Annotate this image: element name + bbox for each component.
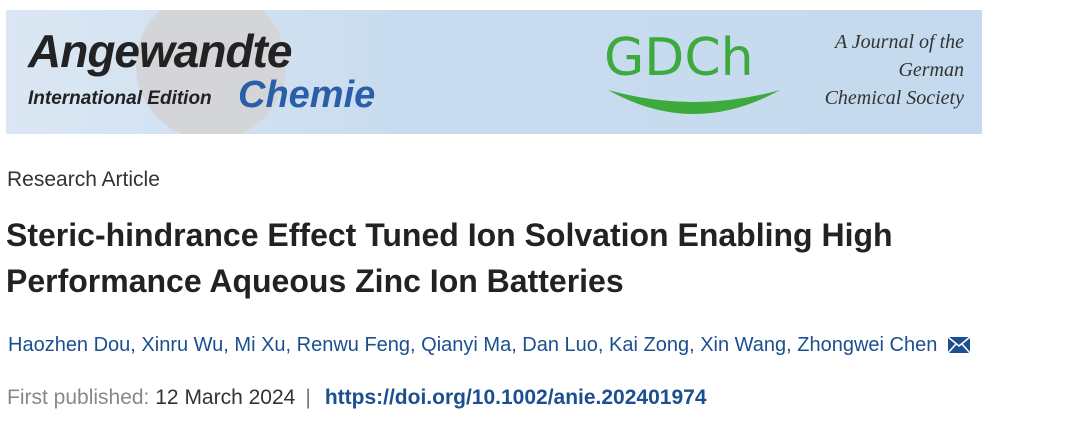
separator: | xyxy=(305,386,311,409)
email-icon[interactable] xyxy=(947,336,971,354)
logo-arc xyxy=(608,90,780,114)
author-list: Haozhen Dou, Xinru Wu, Mi Xu, Renwu Feng… xyxy=(8,334,971,357)
society-logo: GDCh xyxy=(604,28,754,88)
society-text: A Journal of the German Chemical Society xyxy=(796,28,964,112)
society-line: Chemical Society xyxy=(824,87,964,109)
journal-edition: International Edition xyxy=(28,88,212,109)
article-title: Steric-hindrance Effect Tuned Ion Solvat… xyxy=(6,212,893,304)
publication-info: First published: 12 March 2024 | https://d… xyxy=(7,386,707,410)
published-label: First published: xyxy=(7,386,150,409)
published-date: 12 March 2024 xyxy=(155,386,296,409)
journal-subname: Chemie xyxy=(238,74,376,116)
title-line: Performance Aqueous Zinc Ion Batteries xyxy=(6,263,624,299)
society-line: German xyxy=(898,59,964,81)
society-line: A Journal of the xyxy=(834,31,964,53)
journal-name: Angewandte xyxy=(28,25,292,77)
doi-link[interactable]: https://doi.org/10.1002/anie.202401974 xyxy=(324,386,707,409)
journal-banner[interactable]: Angewandte International Edition Chemie … xyxy=(6,10,982,134)
authors[interactable]: Haozhen Dou, Xinru Wu, Mi Xu, Renwu Feng… xyxy=(8,334,938,356)
logo-circle xyxy=(136,10,286,134)
title-line: Steric-hindrance Effect Tuned Ion Solvat… xyxy=(6,217,893,253)
article-type: Research Article xyxy=(7,168,160,191)
